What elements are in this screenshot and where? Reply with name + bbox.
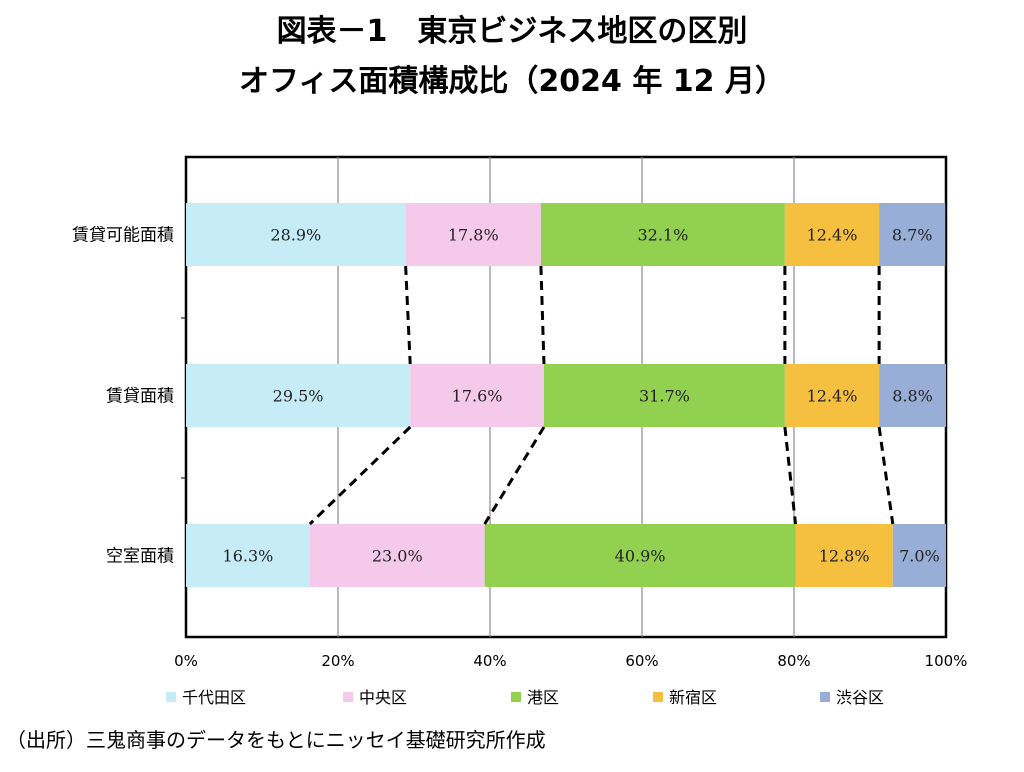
connector-line [404, 265, 412, 365]
bar-segment [309, 524, 485, 587]
data-label: 8.8% [892, 387, 933, 406]
connector-line [308, 425, 412, 526]
bar-segment [186, 203, 406, 266]
data-label: 17.8% [448, 226, 499, 245]
chart-title-line1: 図表－1 東京ビジネス地区の区別 [276, 14, 748, 49]
source-note: （出所）三鬼商事のデータをもとにニッセイ基礎研究所作成 [6, 728, 546, 752]
x-tick-label: 0% [174, 652, 198, 670]
data-label: 12.4% [807, 226, 858, 245]
data-label: 8.7% [892, 226, 933, 245]
data-label: 17.6% [452, 387, 503, 406]
connector-line [483, 426, 546, 525]
legend-swatch [166, 692, 176, 702]
legend-swatch [653, 692, 663, 702]
data-label: 31.7% [639, 387, 690, 406]
category-label: 賃貸面積 [106, 387, 174, 407]
data-label: 28.9% [270, 226, 321, 245]
data-label: 12.4% [807, 387, 858, 406]
bar-segment [784, 364, 880, 427]
x-tick-label: 100% [925, 652, 968, 670]
category-label: 賃貸可能面積 [72, 226, 174, 246]
legend-label: 千代田区 [182, 688, 246, 707]
connector-line [539, 265, 546, 365]
bar-segment [892, 524, 946, 587]
bar-segment [879, 364, 946, 427]
connector-line [783, 426, 798, 525]
bar-segment [484, 524, 796, 587]
bar-segment [405, 203, 541, 266]
connector-line [877, 426, 895, 525]
bar-segment [543, 364, 785, 427]
chart-title-line2: オフィス面積構成比（2024 年 12 月） [239, 64, 785, 99]
bar-segment [795, 524, 893, 587]
data-label: 23.0% [372, 547, 423, 566]
data-label: 16.3% [223, 547, 274, 566]
bar-segment [186, 524, 310, 587]
bar-segment [879, 203, 946, 266]
legend-swatch [820, 692, 830, 702]
data-label: 29.5% [273, 387, 324, 406]
data-label: 40.9% [615, 547, 666, 566]
legend-label: 渋谷区 [836, 688, 884, 707]
x-tick-label: 80% [777, 652, 810, 670]
bar-segment [540, 203, 785, 266]
bar-segment [784, 203, 880, 266]
x-tick-label: 40% [473, 652, 506, 670]
data-label: 32.1% [637, 226, 688, 245]
x-tick-label: 20% [321, 652, 354, 670]
legend-swatch [511, 692, 521, 702]
legend-label: 新宿区 [669, 688, 717, 707]
bar-segment [410, 364, 544, 427]
x-tick-label: 60% [625, 652, 658, 670]
category-label: 空室面積 [106, 547, 174, 567]
legend-swatch [343, 692, 353, 702]
bar-segment [186, 364, 411, 427]
legend-label: 中央区 [359, 688, 407, 707]
data-label: 12.8% [819, 547, 870, 566]
data-label: 7.0% [899, 547, 940, 566]
legend-label: 港区 [527, 688, 559, 707]
